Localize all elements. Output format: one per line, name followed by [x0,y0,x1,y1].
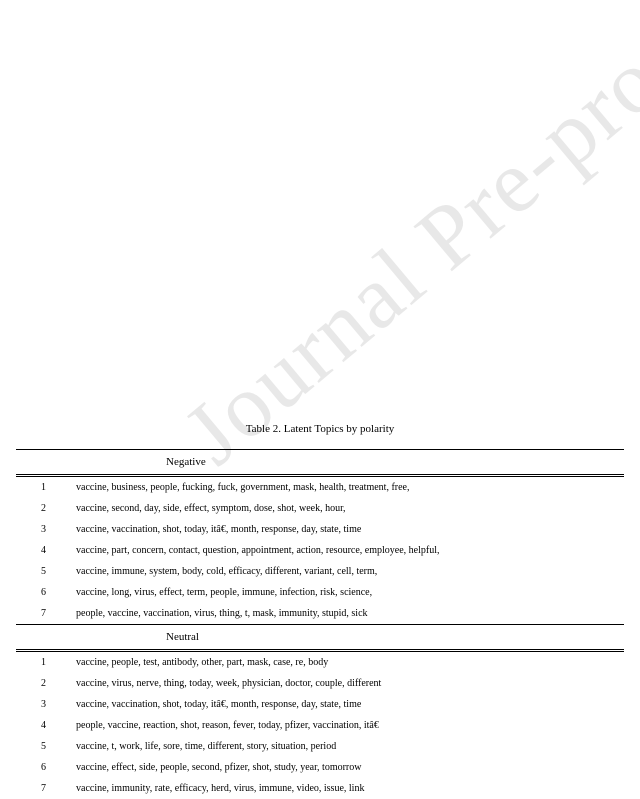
topic-number: 1 [16,652,76,673]
topic-words: vaccine, business, people, fucking, fuck… [76,477,624,498]
table-row: 5vaccine, t, work, life, sore, time, dif… [16,736,624,757]
rule [16,649,624,650]
topic-words: vaccine, effect, side, people, second, p… [76,757,624,778]
topic-words: vaccine, vaccination, shot, today, itâ€,… [76,694,624,715]
topic-number: 4 [16,715,76,736]
topic-number: 4 [16,540,76,561]
topic-words: vaccine, t, work, life, sore, time, diff… [76,736,624,757]
topic-words: people, vaccine, vaccination, virus, thi… [76,603,624,624]
table-row: 7people, vaccine, vaccination, virus, th… [16,603,624,624]
table-row: 6vaccine, long, virus, effect, term, peo… [16,582,624,603]
section-label-negative: Negative [16,450,624,474]
topic-words: vaccine, virus, nerve, thing, today, wee… [76,673,624,694]
topic-number: 3 [16,519,76,540]
topics-table-neutral: 1vaccine, people, test, antibody, other,… [16,652,624,799]
topic-words: vaccine, part, concern, contact, questio… [76,540,624,561]
table-row: 7vaccine, immunity, rate, efficacy, herd… [16,778,624,799]
topic-number: 6 [16,757,76,778]
topic-number: 2 [16,498,76,519]
topic-number: 5 [16,561,76,582]
table-row: 4people, vaccine, reaction, shot, reason… [16,715,624,736]
table-row: 1vaccine, business, people, fucking, fuc… [16,477,624,498]
topic-words: vaccine, immunity, rate, efficacy, herd,… [76,778,624,799]
topic-number: 7 [16,778,76,799]
table-caption: Table 2. Latent Topics by polarity [16,423,624,441]
table-row: 3vaccine, vaccination, shot, today, itâ€… [16,519,624,540]
table-container: Table 2. Latent Topics by polarity Negat… [16,423,624,799]
rule [16,474,624,475]
topic-number: 3 [16,694,76,715]
topic-words: people, vaccine, reaction, shot, reason,… [76,715,624,736]
topics-table-negative: 1vaccine, business, people, fucking, fuc… [16,477,624,624]
table-row: 4vaccine, part, concern, contact, questi… [16,540,624,561]
topic-words: vaccine, second, day, side, effect, symp… [76,498,624,519]
topic-number: 2 [16,673,76,694]
topic-words: vaccine, immune, system, body, cold, eff… [76,561,624,582]
topic-number: 1 [16,477,76,498]
table-row: 2vaccine, second, day, side, effect, sym… [16,498,624,519]
topic-words: vaccine, people, test, antibody, other, … [76,652,624,673]
topic-words: vaccine, long, virus, effect, term, peop… [76,582,624,603]
table-row: 5vaccine, immune, system, body, cold, ef… [16,561,624,582]
topic-number: 5 [16,736,76,757]
table-row: 1vaccine, people, test, antibody, other,… [16,652,624,673]
table-row: 3vaccine, vaccination, shot, today, itâ€… [16,694,624,715]
section-label-neutral: Neutral [16,625,624,649]
topic-number: 7 [16,603,76,624]
table-row: 6vaccine, effect, side, people, second, … [16,757,624,778]
topic-words: vaccine, vaccination, shot, today, itâ€,… [76,519,624,540]
topic-number: 6 [16,582,76,603]
table-row: 2vaccine, virus, nerve, thing, today, we… [16,673,624,694]
watermark-text: Journal Pre-proof [165,0,640,485]
